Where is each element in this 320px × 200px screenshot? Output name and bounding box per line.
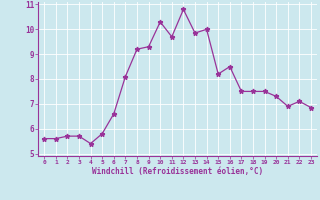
X-axis label: Windchill (Refroidissement éolien,°C): Windchill (Refroidissement éolien,°C): [92, 167, 263, 176]
